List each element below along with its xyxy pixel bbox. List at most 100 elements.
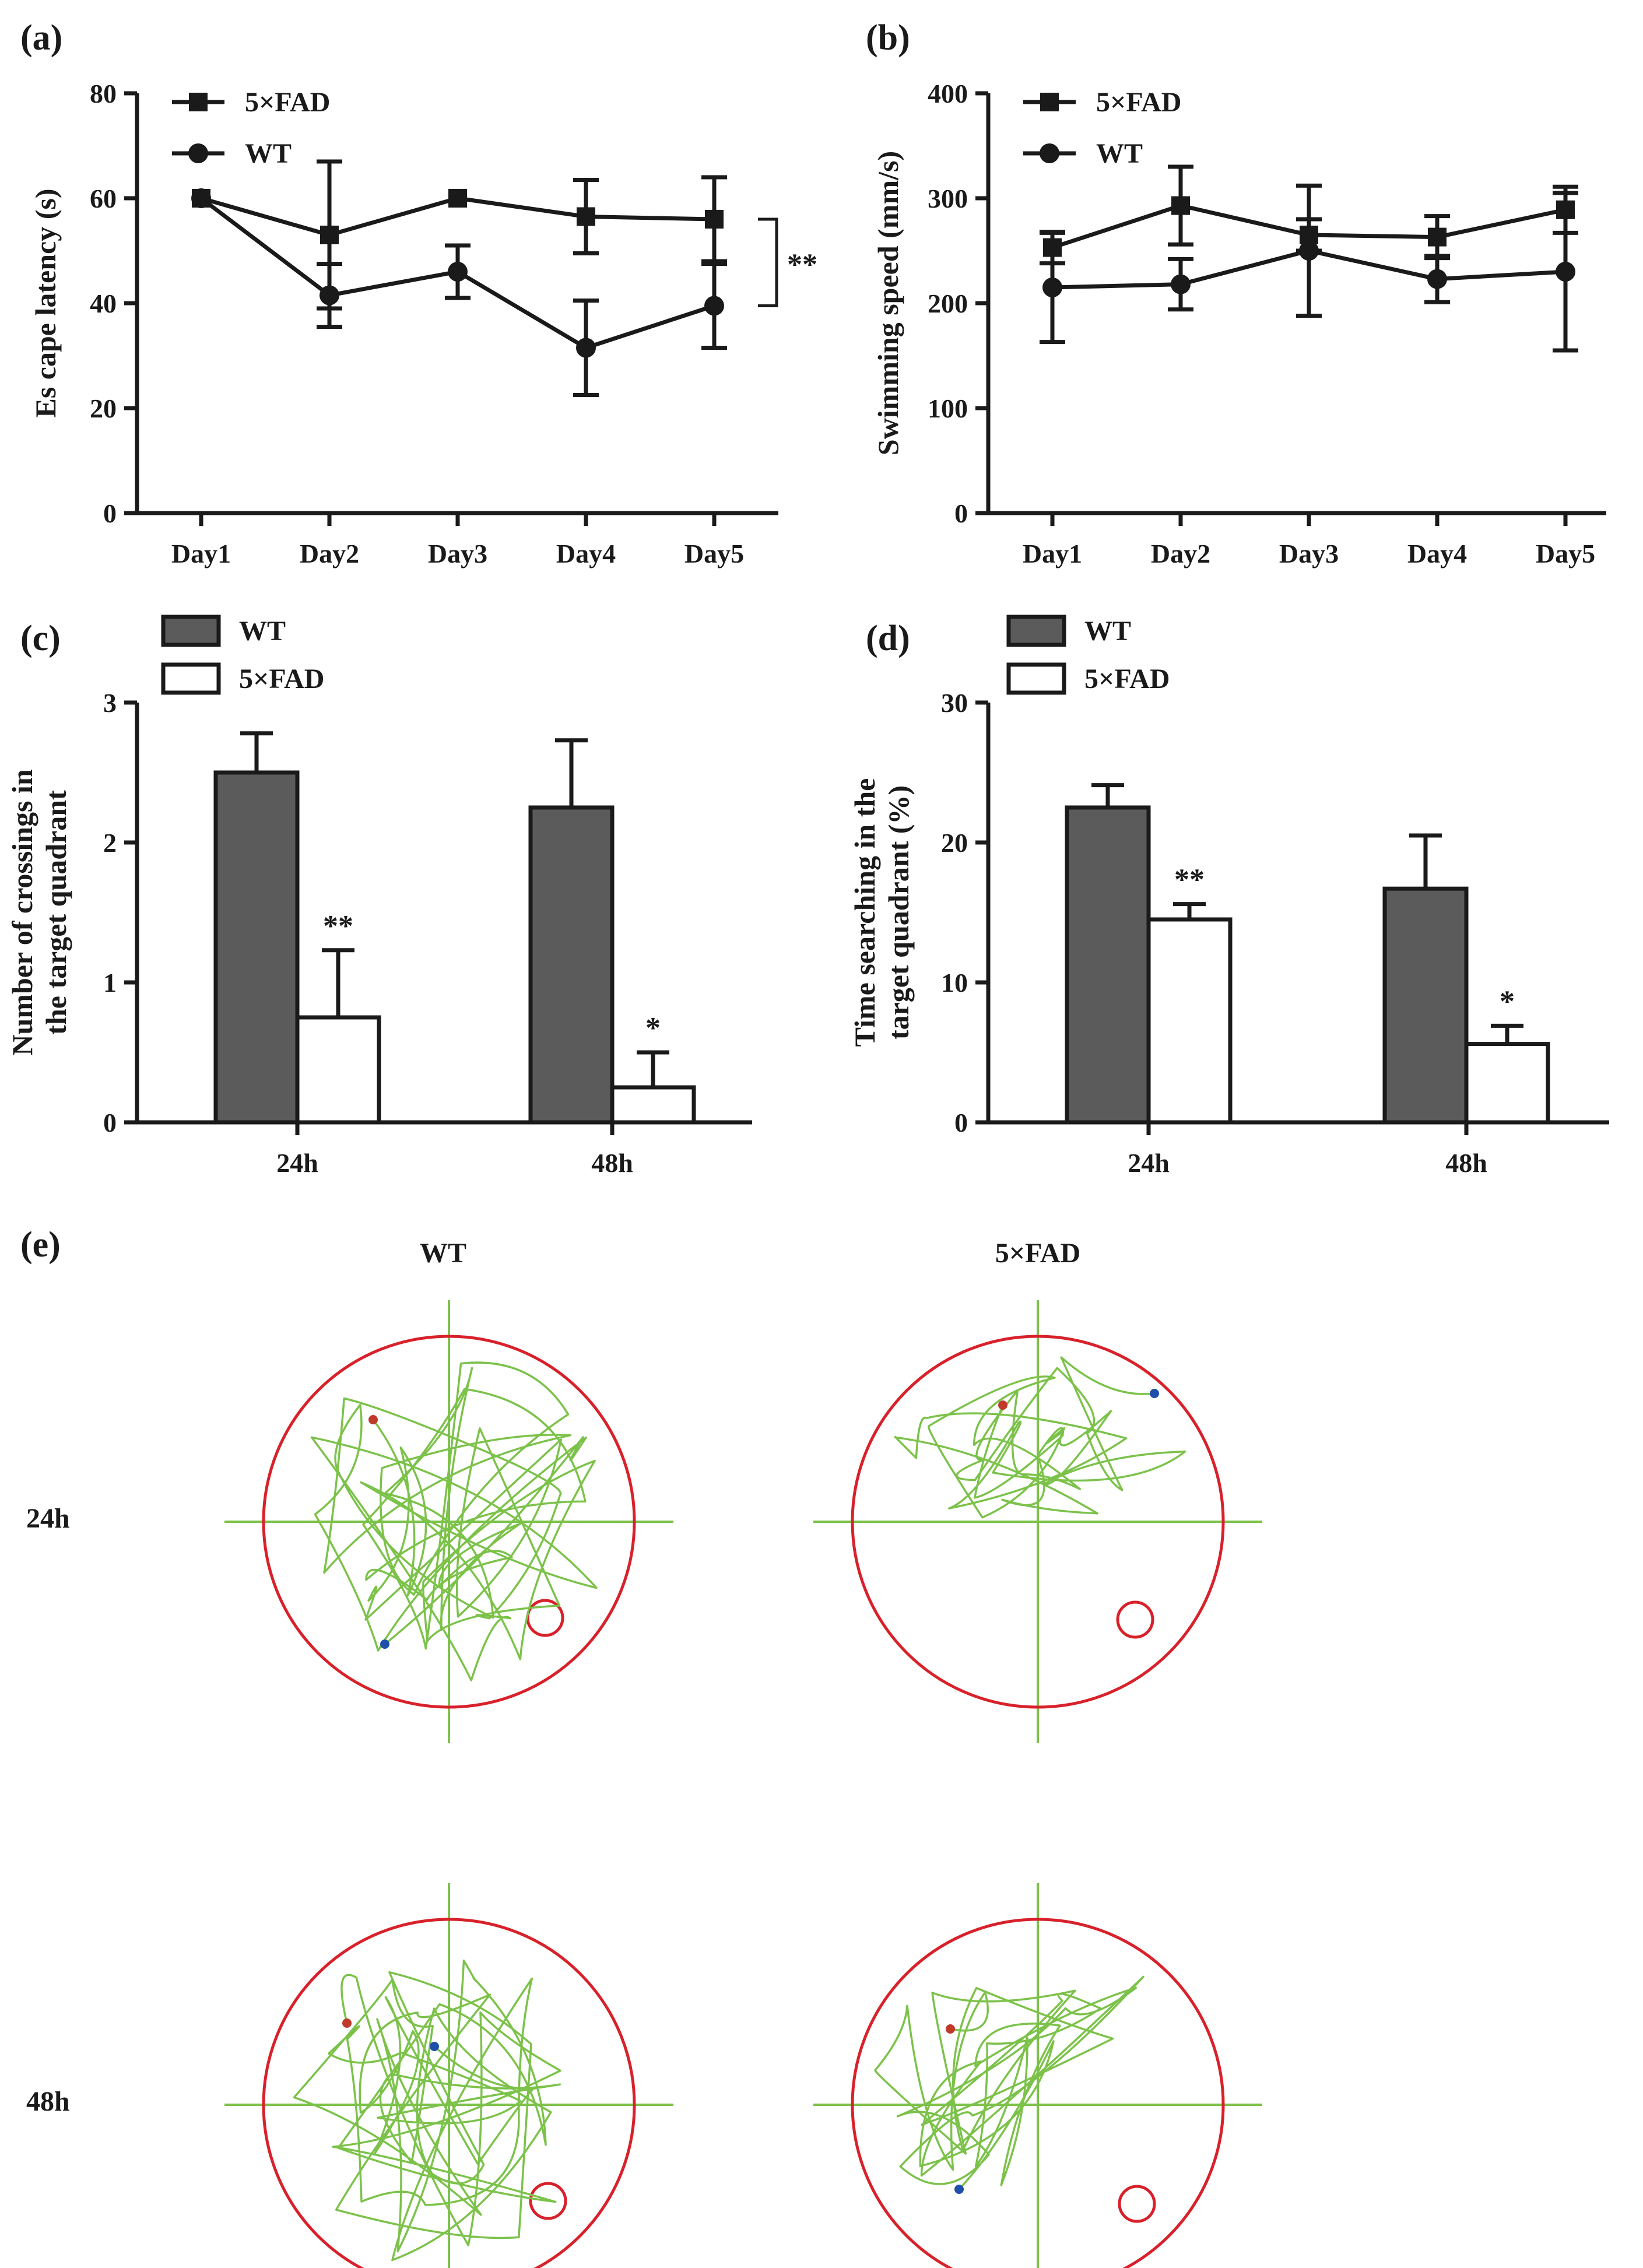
pool-boundary [262, 1918, 636, 2268]
y-tick-label: 1 [103, 968, 117, 998]
panel-e-row-48h: 48h [26, 2086, 70, 2117]
bar [295, 1015, 381, 1125]
data-point [704, 296, 724, 316]
x-tick-label: Day4 [1407, 539, 1467, 568]
y-tick-label: 60 [90, 184, 117, 213]
significance-label: ** [1174, 863, 1205, 897]
data-point [1556, 262, 1575, 282]
legend-marker [1040, 93, 1059, 111]
data-point [705, 210, 724, 229]
chart-d-time-searching: 0 10 20 30 Time searching in the target quadr… [848, 615, 1609, 1178]
bar [1065, 805, 1151, 1125]
legend-label: 5×FAD [1096, 87, 1181, 118]
y-tick-label: 30 [941, 688, 968, 718]
panel-label-a: (a) [20, 18, 62, 58]
y-tick-label: 10 [941, 968, 968, 998]
significance-label: * [1500, 985, 1515, 1018]
chart-b-swimming-speed: 0 100 200 300 400 Day1 Day2 Day3 Day4 Day5 Swimmin… [872, 79, 1606, 568]
chart-c-crossings: 0 1 2 3 Number of crossings in the target qua… [6, 615, 752, 1178]
y-tick-label: 400 [928, 79, 968, 108]
swim-pool-3 [224, 1883, 673, 2268]
legend-label: 5×FAD [239, 663, 324, 694]
data-point [576, 338, 596, 358]
legend-label: WT [1084, 616, 1131, 647]
bar [1146, 917, 1233, 1125]
swim-path [874, 1975, 1145, 2190]
data-point [191, 188, 211, 208]
panel-e-col-wt: WT [420, 1238, 466, 1269]
y-tick-label: 300 [928, 184, 968, 213]
y-tick-label: 3 [103, 688, 117, 718]
y-tick-label: 0 [954, 498, 968, 528]
x-tick-label: Day1 [1023, 539, 1082, 568]
x-tick-label: Day3 [428, 539, 487, 568]
start-point [342, 2018, 352, 2028]
x-tick-label: 48h [591, 1148, 633, 1178]
y-axis-title: Number of crossings in [6, 769, 38, 1055]
bar [610, 1085, 696, 1125]
legend-swatch [161, 662, 221, 695]
data-point [1042, 278, 1062, 297]
panel-e-col-5xfad: 5×FAD [995, 1238, 1080, 1269]
bar [1382, 886, 1469, 1125]
x-tick-label: Day2 [300, 539, 359, 568]
y-axis-title: target quadrant (%) [882, 785, 915, 1040]
platform-circle [1118, 2185, 1156, 2223]
y-tick-label: 0 [103, 1108, 117, 1137]
legend-label: 5×FAD [1084, 663, 1170, 694]
x-tick-label: 24h [276, 1148, 318, 1178]
legend-label: WT [1096, 138, 1143, 169]
swim-pool-1 [224, 1300, 673, 1743]
bar [1464, 1042, 1550, 1125]
data-point [448, 262, 468, 282]
y-tick-label: 40 [90, 289, 117, 318]
significance-label: ** [787, 248, 817, 281]
chart-a-escape-latency: 0 20 40 60 80 Day1 Day2 Day3 Day4 Day5 Es cape lat… [29, 79, 817, 568]
y-tick-label: 80 [90, 79, 117, 108]
end-point [380, 1639, 389, 1649]
pool-boundary [262, 1335, 636, 1709]
end-point [430, 2042, 439, 2051]
start-point [998, 1400, 1007, 1410]
start-point [368, 1415, 378, 1424]
y-tick-label: 0 [103, 498, 117, 528]
data-point [1171, 274, 1191, 294]
significance-label: ** [323, 910, 353, 943]
x-tick-label: Day2 [1151, 539, 1210, 568]
legend-marker [188, 143, 208, 163]
pool-boundary [851, 1335, 1225, 1709]
pool-boundary [851, 1918, 1225, 2268]
panel-e-swim-paths: WT 5×FAD 24h 48h [26, 1238, 1262, 2268]
y-tick-label: 100 [928, 394, 968, 423]
y-axis-title: the target quadrant [40, 790, 72, 1035]
data-point [320, 285, 339, 306]
swim-path [894, 1356, 1186, 1519]
y-axis-title: Time searching in the [848, 778, 881, 1047]
legend-swatch [1006, 662, 1066, 695]
start-point [946, 2024, 955, 2034]
swim-path [293, 1959, 561, 2262]
y-tick-label: 2 [103, 828, 117, 858]
panel-label-b: (b) [866, 18, 910, 58]
y-axis-title: Swimming speed (mm/s) [872, 151, 904, 455]
panel-label-d: (d) [866, 619, 910, 658]
swim-pool-2 [813, 1300, 1262, 1743]
data-point [1428, 227, 1447, 247]
panel-label-c: (c) [20, 619, 61, 658]
y-tick-label: 200 [928, 289, 968, 318]
legend-label: WT [245, 138, 292, 169]
panel-e-row-24h: 24h [26, 1503, 70, 1534]
platform-circle [1116, 1600, 1154, 1639]
data-point [448, 189, 467, 208]
y-tick-label: 20 [941, 828, 968, 858]
legend-swatch [161, 615, 221, 647]
data-point [1427, 269, 1447, 289]
x-tick-label: Day5 [684, 539, 744, 568]
x-tick-label: Day3 [1279, 539, 1339, 568]
bar [528, 805, 615, 1125]
panel-label-e: (e) [20, 1225, 61, 1265]
data-point [1171, 196, 1190, 215]
data-point [577, 207, 595, 226]
x-tick-label: 24h [1128, 1148, 1170, 1178]
